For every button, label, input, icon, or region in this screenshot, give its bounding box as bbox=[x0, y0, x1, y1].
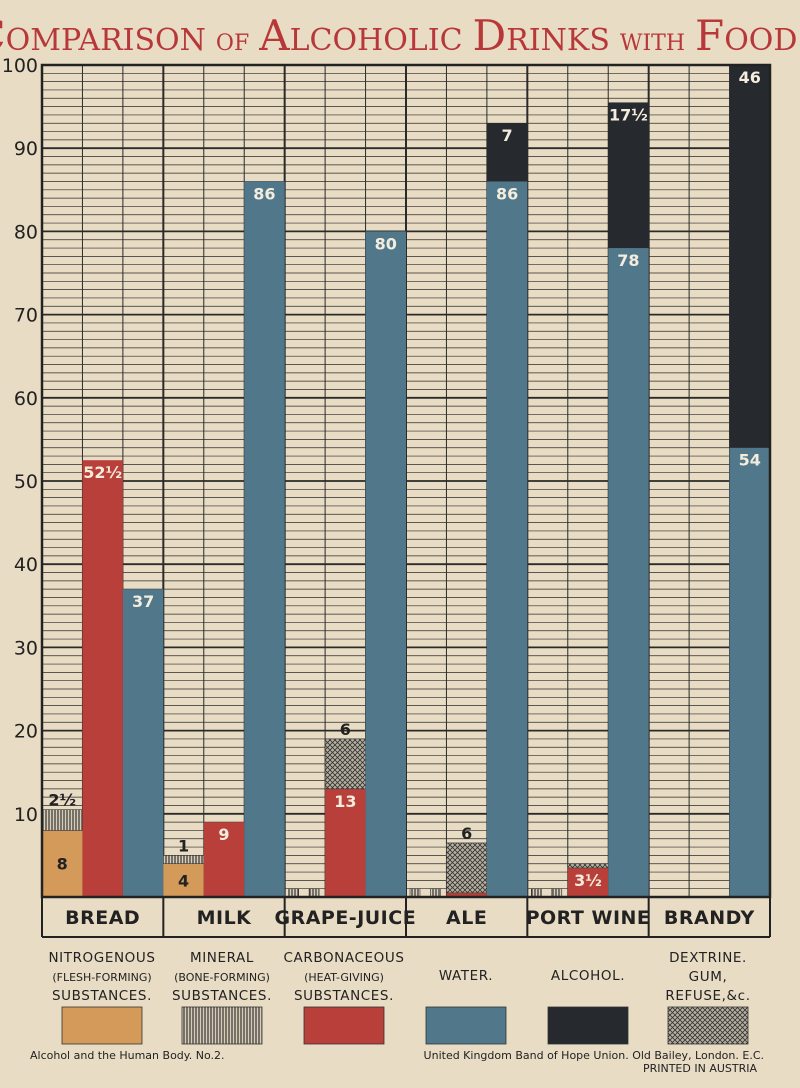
bar-dextrine bbox=[567, 863, 609, 869]
legend-swatch-nitrogenous bbox=[61, 1006, 143, 1045]
bar-label: 4 bbox=[178, 871, 189, 890]
y-tick-label: 60 bbox=[14, 388, 38, 410]
bar-label: 78 bbox=[617, 251, 639, 270]
bar-dextrine bbox=[324, 738, 366, 790]
bar-water bbox=[122, 589, 164, 897]
footer-right: United Kingdom Band of Hope Union. Old B… bbox=[424, 1049, 764, 1062]
bar-label: 86 bbox=[253, 184, 275, 203]
bar-label: 54 bbox=[739, 451, 761, 470]
bar-label: 46 bbox=[739, 68, 761, 87]
legend-swatch-mineral bbox=[181, 1006, 263, 1045]
bar-water bbox=[486, 181, 528, 898]
bar-carbonaceous bbox=[203, 822, 245, 897]
legend-label: WATER. bbox=[439, 968, 493, 984]
bar-water bbox=[608, 248, 649, 898]
chart-title: COMPARISONOFALCOHOLICDRINKSWITHFOODS. bbox=[0, 11, 800, 60]
y-axis: 10 20 30 40 50 60 70 80 90 100 bbox=[2, 55, 38, 826]
y-tick-label: 20 bbox=[14, 721, 38, 743]
legend-label: (HEAT-GIVING) bbox=[304, 971, 384, 984]
frame bbox=[40, 63, 772, 938]
legend-swatch-water bbox=[425, 1006, 507, 1045]
bar-carbonaceous bbox=[567, 867, 609, 897]
bar-water bbox=[244, 181, 285, 898]
category-label: BREAD bbox=[65, 907, 140, 929]
bar-dextrine bbox=[446, 842, 488, 894]
legend-label: CARBONACEOUS bbox=[283, 950, 404, 966]
bar-label: 2½ bbox=[48, 791, 76, 810]
legend-label: GUM, bbox=[689, 969, 728, 985]
bar-alcohol bbox=[608, 102, 649, 249]
bar-water bbox=[365, 231, 406, 897]
footer-left: Alcohol and the Human Body. No.2. bbox=[30, 1049, 224, 1062]
legend-label: ALCOHOL. bbox=[551, 968, 625, 984]
y-tick-label: 100 bbox=[2, 55, 38, 77]
legend-label: SUBSTANCES. bbox=[294, 988, 394, 1004]
category-labels: BREAD MILK GRAPE-JUICE ALE PORT WINE BRANDY bbox=[65, 907, 755, 929]
bar-label: 3½ bbox=[574, 871, 602, 890]
y-tick-label: 30 bbox=[14, 637, 38, 659]
legend-label: DEXTRINE. bbox=[669, 950, 747, 966]
bar-mineral bbox=[163, 855, 205, 865]
bar-label: 8 bbox=[57, 855, 68, 874]
bar-label: 37 bbox=[132, 592, 154, 611]
bar-carbonaceous bbox=[446, 892, 487, 897]
y-tick-label: 80 bbox=[14, 221, 38, 243]
legend-label: REFUSE,&c. bbox=[665, 988, 750, 1004]
bar-alcohol bbox=[486, 123, 528, 182]
legend-label: NITROGENOUS bbox=[48, 950, 155, 966]
legend-label: SUBSTANCES. bbox=[52, 988, 152, 1004]
bar-nitrogenous bbox=[163, 863, 204, 897]
bar-nitrogenous bbox=[42, 830, 83, 897]
bar-label: 9 bbox=[218, 825, 229, 844]
bar-label: 80 bbox=[375, 234, 397, 253]
bar-carbonaceous bbox=[325, 788, 366, 897]
bar-label: 6 bbox=[461, 824, 472, 843]
bar-carbonaceous bbox=[82, 460, 123, 897]
legend-swatch-carbonaceous bbox=[303, 1006, 385, 1045]
bar-label: 86 bbox=[496, 184, 518, 203]
y-tick-label: 90 bbox=[14, 138, 38, 160]
bar-water bbox=[729, 447, 770, 897]
category-label: PORT WINE bbox=[526, 907, 651, 929]
y-tick-label: 50 bbox=[14, 471, 38, 493]
legend-swatch-alcohol bbox=[547, 1006, 629, 1045]
bar-label: 17½ bbox=[609, 105, 648, 124]
legend: NITROGENOUS (FLESH-FORMING) SUBSTANCES. MIN… bbox=[48, 950, 750, 1045]
legend-label: SUBSTANCES. bbox=[172, 988, 272, 1004]
bar-label: 52½ bbox=[83, 463, 122, 482]
y-tick-label: 40 bbox=[14, 554, 38, 576]
bar-alcohol bbox=[729, 65, 770, 448]
bar-label: 13 bbox=[334, 792, 356, 811]
y-tick-label: 70 bbox=[14, 305, 38, 327]
legend-label: (BONE-FORMING) bbox=[174, 971, 270, 984]
y-tick-label: 10 bbox=[14, 804, 38, 826]
bar-label: 7 bbox=[502, 126, 513, 145]
category-label: GRAPE-JUICE bbox=[274, 907, 416, 929]
legend-swatch-dextrine bbox=[667, 1006, 749, 1045]
category-label: MILK bbox=[197, 907, 253, 929]
category-label: BRANDY bbox=[664, 907, 755, 929]
bars: 8 2½ 52½ 37 4 1 9 86 13 6 80 6 86 7 3½ 78 17½ 54 46 bbox=[41, 65, 770, 898]
bar-label: 1 bbox=[178, 836, 189, 855]
bar-label: 6 bbox=[340, 720, 351, 739]
legend-label: MINERAL bbox=[190, 950, 254, 966]
category-label: ALE bbox=[446, 907, 487, 929]
printer-note: PRINTED IN AUSTRIA bbox=[643, 1062, 758, 1075]
bar-mineral bbox=[41, 809, 83, 831]
legend-label: (FLESH-FORMING) bbox=[52, 971, 151, 984]
